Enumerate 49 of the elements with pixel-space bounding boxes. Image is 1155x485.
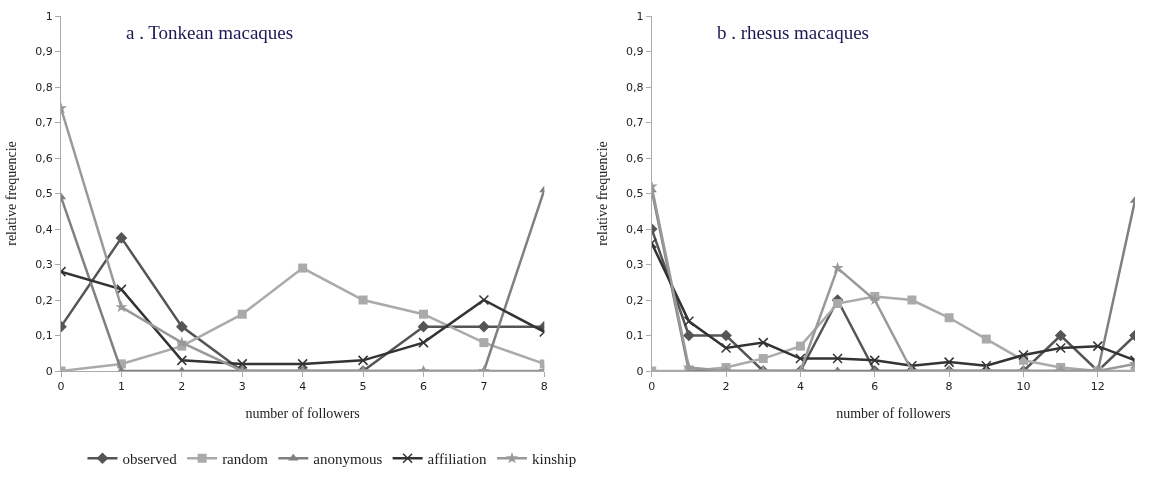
x-tick-label: 10 — [1016, 380, 1031, 394]
x-tick-label: 4 — [796, 380, 804, 394]
y-axis-title: relative frequencie — [3, 141, 19, 246]
x-tick-label: 6 — [871, 380, 879, 394]
x-tick-label: 0 — [648, 380, 656, 394]
x-tick-label: 2 — [722, 380, 730, 394]
y-tick-label: 0,1 — [35, 329, 53, 343]
x-tick-label: 12 — [1090, 380, 1105, 394]
legend-label: anonymous — [313, 451, 383, 468]
y-tick-label: 1 — [45, 9, 53, 23]
legend-label: kinship — [531, 451, 577, 468]
x-tick-label: 6 — [419, 380, 427, 394]
y-tick-label: 0,8 — [35, 80, 53, 94]
y-tick-label: 0,4 — [626, 222, 644, 236]
y-tick-label: 0 — [636, 364, 644, 378]
y-tick-label: 1 — [636, 9, 644, 23]
y-tick-label: 0,6 — [626, 151, 644, 165]
y-tick-label: 0,7 — [626, 116, 644, 130]
x-tick-label: 7 — [480, 380, 488, 394]
y-tick-label: 0,9 — [35, 45, 53, 59]
x-tick-label: 5 — [359, 380, 367, 394]
y-tick-label: 0,5 — [35, 187, 53, 201]
y-tick-label: 0,3 — [626, 258, 644, 272]
x-tick-label: 3 — [238, 380, 246, 394]
chart-title: a . Tonkean macaques — [126, 22, 294, 43]
legend-label: random — [222, 451, 269, 468]
x-tick-label: 4 — [299, 380, 307, 394]
x-tick-label: 2 — [178, 380, 186, 394]
y-tick-label: 0,2 — [626, 293, 644, 307]
y-tick-label: 0,5 — [626, 187, 644, 201]
y-tick-label: 0,9 — [626, 45, 644, 59]
y-tick-label: 0,8 — [626, 80, 644, 94]
x-tick-label: 8 — [540, 380, 548, 394]
y-tick-label: 0,2 — [35, 293, 53, 307]
y-tick-label: 0,3 — [35, 258, 53, 272]
legend-label: observed — [122, 451, 178, 468]
legend-label: affiliation — [427, 451, 487, 468]
x-tick-label: 8 — [945, 380, 953, 394]
x-axis-title: number of followers — [836, 405, 951, 421]
x-tick-label: 0 — [57, 380, 65, 394]
y-axis-title: relative frequencie — [594, 141, 610, 246]
y-tick-label: 0,1 — [626, 329, 644, 343]
x-tick-label: 1 — [117, 380, 125, 394]
y-tick-label: 0,7 — [35, 116, 53, 130]
x-axis-title: number of followers — [245, 405, 360, 421]
chart-title: b . rhesus macaques — [717, 22, 869, 43]
y-tick-label: 0,4 — [35, 222, 53, 236]
y-tick-label: 0,6 — [35, 151, 53, 165]
y-tick-label: 0 — [45, 364, 53, 378]
